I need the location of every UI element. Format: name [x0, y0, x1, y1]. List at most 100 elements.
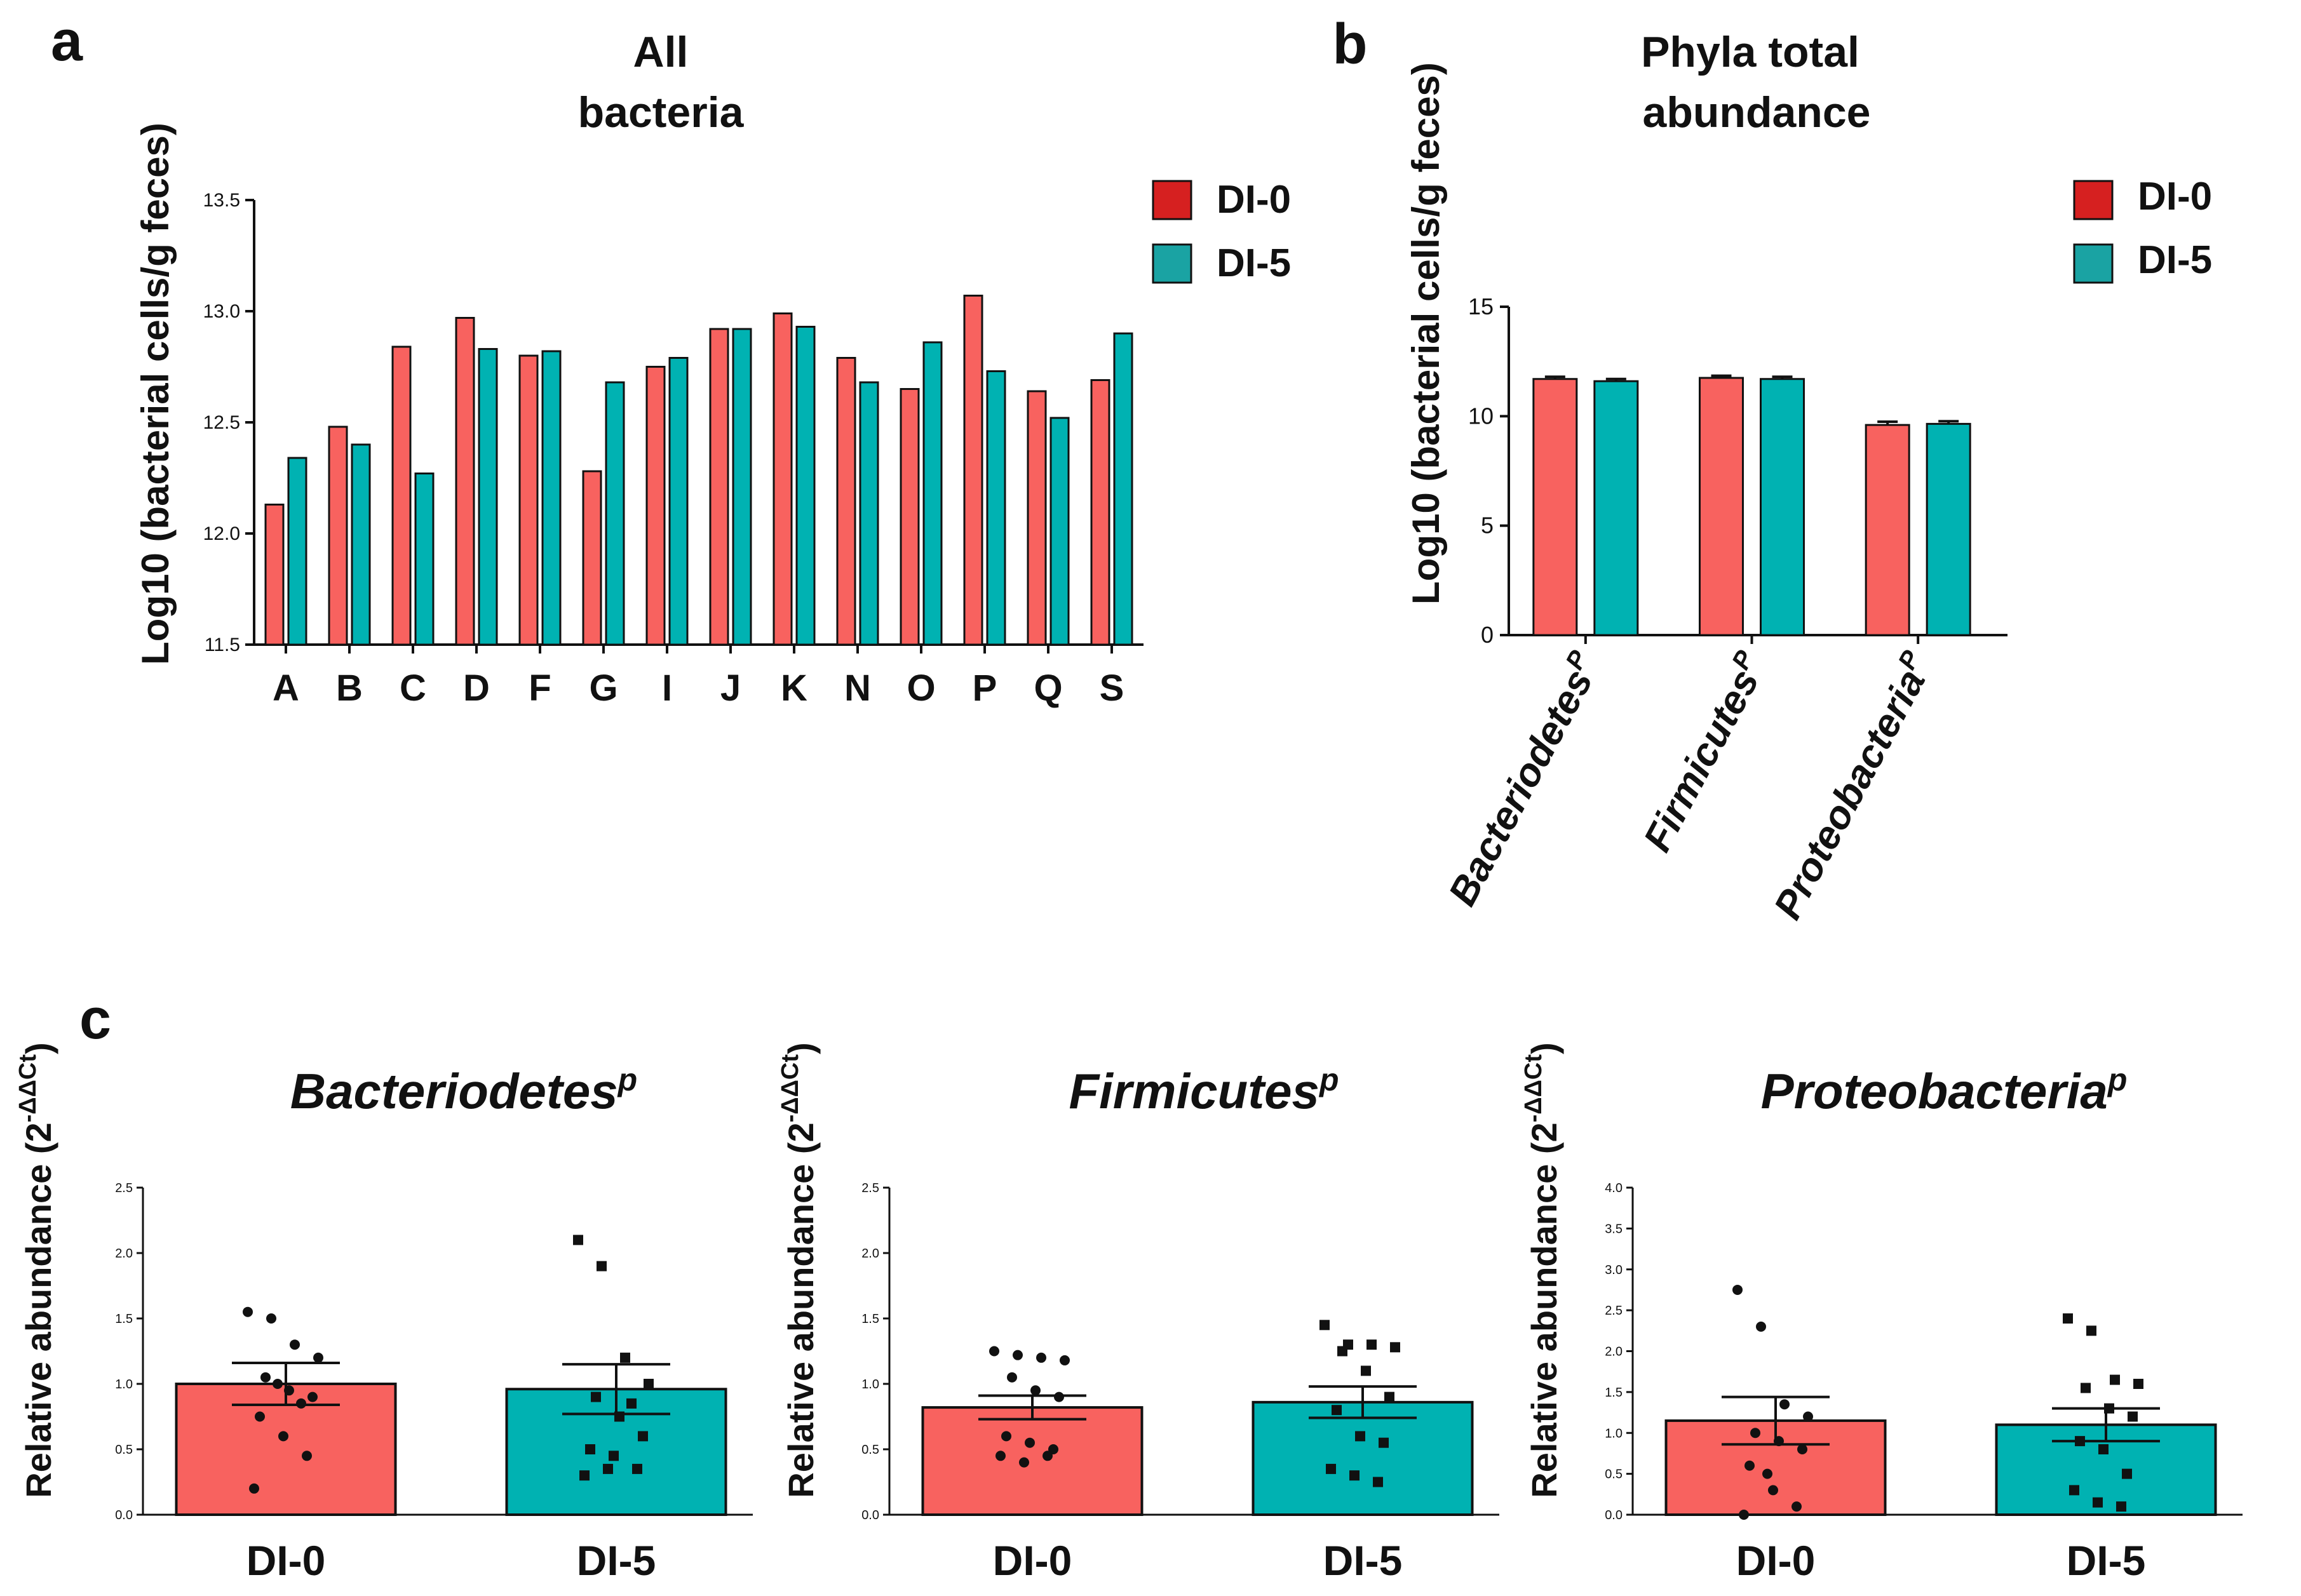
data-point: [1025, 1437, 1035, 1448]
data-point: [1043, 1451, 1053, 1461]
data-point: [302, 1451, 312, 1461]
y-tick-label: 3.0: [1605, 1263, 1623, 1277]
panel-c-bacteriodetes: Bacteriodetesp Relative abundance (2-ΔΔCt…: [15, 1042, 753, 1584]
bar-di-5-s: [1113, 332, 1133, 646]
data-point: [1756, 1321, 1766, 1332]
y-tick-label: 12.0: [203, 523, 240, 544]
data-point: [614, 1411, 624, 1422]
data-point: [1332, 1405, 1342, 1416]
panel-b: Phyla total abundance Log10 (bacterial cel…: [1405, 28, 2212, 926]
data-point: [1803, 1411, 1813, 1422]
legend-label-di-0: DI-0: [2138, 175, 2212, 218]
data-point: [1379, 1437, 1389, 1448]
legend-swatch-di-0: [2073, 180, 2114, 220]
data-point: [1384, 1391, 1394, 1402]
y-tick-label: 3.5: [1605, 1222, 1623, 1236]
data-point: [1337, 1346, 1347, 1357]
x-tick-label-b: B: [336, 667, 363, 709]
x-tick-label-f: F: [529, 667, 551, 709]
chart-title-line2: bacteria: [578, 88, 745, 137]
bar-di-0-bacteriodetes: [1532, 378, 1578, 636]
chart-title: Proteobacteriap: [1761, 1062, 2128, 1119]
legend-swatch-di-5: [1152, 243, 1192, 284]
data-point: [1326, 1463, 1336, 1474]
y-axis-label: Relative abundance (2-ΔΔCt): [777, 1042, 821, 1498]
data-point: [1779, 1399, 1790, 1410]
legend-swatch-di-0: [1152, 180, 1192, 220]
y-tick-label: 10: [1468, 403, 1494, 429]
data-point: [591, 1391, 601, 1402]
data-point: [1792, 1501, 1802, 1512]
bar-di-5-c: [414, 473, 435, 646]
bar-di-5-k: [795, 326, 816, 646]
panel-c-proteobacteria: Proteobacteriap Relative abundance (2-ΔΔC…: [1520, 1042, 2243, 1584]
data-point: [995, 1451, 1006, 1461]
x-tick-label-a: A: [273, 667, 299, 709]
y-tick-label: 1.5: [1605, 1386, 1623, 1400]
y-tick-label: 1.5: [115, 1312, 133, 1326]
data-point: [1060, 1355, 1070, 1365]
bar-di-0-n: [836, 357, 856, 646]
x-tick-label-di-0: DI-0: [246, 1537, 326, 1584]
bar-di-5-proteobacteria: [1926, 422, 1971, 636]
bar-di-0-g: [582, 470, 602, 646]
y-axis-label: Log10 (bacterial cells/g feces): [134, 123, 177, 665]
bar-di-5-firmicutes: [1760, 378, 1805, 636]
data-point: [1007, 1372, 1017, 1383]
bar-di-0-d: [455, 317, 475, 646]
data-point: [632, 1463, 642, 1474]
y-axis-label: Relative abundance (2-ΔΔCt): [15, 1042, 58, 1498]
chart-title-line2: abundance: [1643, 88, 1871, 137]
y-tick-label: 0: [1481, 622, 1494, 648]
data-point: [585, 1444, 595, 1454]
bar-di-0-p: [963, 295, 983, 646]
y-tick-label: 13.0: [203, 301, 240, 322]
bar-di-0-o: [900, 388, 920, 646]
x-tick-label-n: N: [844, 667, 871, 709]
data-point: [266, 1313, 276, 1324]
x-tick-label-d: D: [463, 667, 490, 709]
data-point: [2063, 1313, 2073, 1324]
data-point: [1750, 1428, 1760, 1438]
y-tick-label: 1.0: [115, 1378, 133, 1391]
data-point: [1366, 1339, 1377, 1350]
y-tick-label: 4.0: [1605, 1181, 1623, 1195]
legend-swatch-di-5: [2073, 243, 2114, 284]
chart-title-line1: Phyla total: [1641, 28, 1859, 76]
y-tick-label: 12.5: [203, 412, 240, 433]
bar-di-5-j: [732, 328, 752, 646]
data-point: [2081, 1383, 2091, 1393]
y-axis-label: Relative abundance (2-ΔΔCt): [1520, 1042, 1564, 1498]
y-tick-label: 1.5: [861, 1312, 879, 1326]
y-tick-label: 0.0: [861, 1508, 879, 1522]
data-point: [1355, 1431, 1365, 1442]
y-tick-label: 0.5: [861, 1443, 879, 1457]
y-tick-label: 2.5: [861, 1181, 879, 1195]
bar-di-0-q: [1027, 390, 1047, 646]
y-tick-label: 1.0: [1605, 1426, 1623, 1440]
data-point: [255, 1411, 265, 1422]
bar-di-0-f: [518, 354, 539, 646]
data-point: [597, 1261, 607, 1271]
y-tick-label: 2.5: [1605, 1304, 1623, 1318]
data-point: [1732, 1284, 1743, 1295]
chart-title: Firmicutesp: [1069, 1062, 1339, 1119]
legend-label-di-5: DI-5: [1217, 241, 1291, 285]
y-tick-label: 1.0: [861, 1378, 879, 1391]
y-tick-label: 0.0: [1605, 1508, 1623, 1522]
data-point: [284, 1385, 294, 1396]
x-tick-label-firmicutes: FirmicutesP: [1633, 646, 1776, 859]
bar-di-0-c: [391, 345, 412, 646]
legend-label-di-5: DI-5: [2138, 238, 2212, 282]
data-point: [313, 1352, 323, 1363]
legend-label-di-0: DI-0: [1217, 178, 1291, 222]
y-axis-label: Log10 (bacterial cells/g feces): [1405, 62, 1447, 605]
data-point: [1361, 1365, 1371, 1376]
data-point: [2122, 1468, 2132, 1479]
data-point: [1048, 1444, 1058, 1454]
data-point: [2116, 1501, 2126, 1512]
data-point: [1373, 1477, 1383, 1487]
x-tick-label-di-5: DI-5: [577, 1537, 656, 1584]
data-point: [243, 1306, 253, 1317]
data-point: [278, 1431, 288, 1442]
